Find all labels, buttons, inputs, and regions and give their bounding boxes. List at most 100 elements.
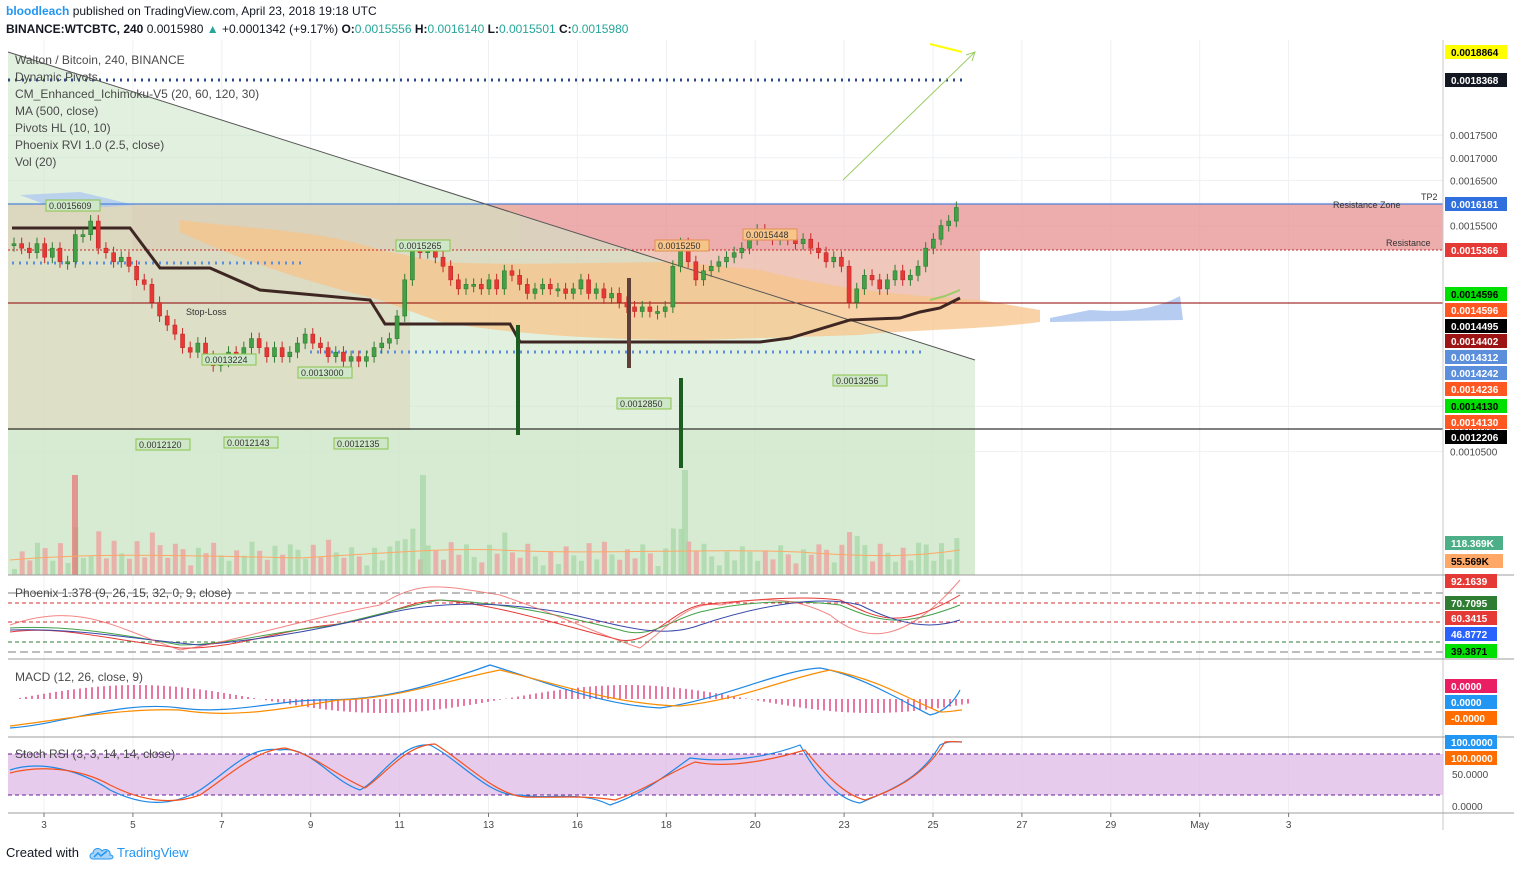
candle-body-122 — [946, 220, 951, 226]
time-axis[interactable]: 3 5 7 9 11 13 16 18 20 23 25 27 29 May 3 — [41, 813, 1292, 831]
candle-body-112 — [869, 275, 875, 281]
time-tick-6: 16 — [572, 820, 584, 831]
pivot-label-10: 0.0012143 — [227, 438, 270, 448]
change-arrow-icon: ▲ — [206, 22, 219, 36]
indicator-6[interactable]: Vol (20) — [15, 155, 56, 169]
time-tick-8: 20 — [750, 820, 762, 831]
volume-bar-79 — [617, 559, 623, 575]
volume-bar-48 — [379, 560, 385, 575]
volume-bar-88 — [686, 541, 692, 575]
volume-bar-83 — [647, 553, 653, 575]
pivot-label-8: 0.0013256 — [836, 376, 879, 386]
pivot-label-6: 0.0013000 — [301, 368, 344, 378]
indicator-2[interactable]: CM_Enhanced_Ichimoku-V5 (20, 60, 120, 30… — [15, 87, 259, 101]
candle-body-43 — [341, 351, 346, 362]
macd-tag-2: -0.0000 — [1451, 714, 1485, 725]
volume-ma-line — [9, 548, 961, 561]
phoenix-tag-0: 92.1639 — [1451, 577, 1488, 588]
time-tick-9: 23 — [839, 820, 851, 831]
candle-body-89 — [693, 261, 699, 281]
candle-body-8 — [72, 234, 78, 263]
volume-bar-30 — [241, 555, 247, 575]
macd-tag-bg-2 — [1445, 711, 1497, 725]
volume-bar-45 — [356, 556, 362, 575]
volume-bar-107 — [831, 562, 837, 575]
down-trend-line — [7, 51, 976, 361]
volume-bar-69 — [540, 565, 546, 575]
volume-bar-43 — [341, 557, 347, 575]
indicator-1[interactable]: Dynamic Pivots — [15, 70, 98, 84]
author-name[interactable]: bloodleach — [6, 4, 70, 18]
volume-bar-46 — [364, 565, 370, 575]
volume-bar-28 — [226, 560, 232, 575]
price-tick-8: 0.0010500 — [1450, 448, 1498, 459]
phoenix-tag-bg-0 — [1445, 574, 1497, 588]
volume-bar-62 — [487, 544, 492, 575]
volume-bar-13 — [111, 540, 117, 575]
macd-tag-bg-1 — [1445, 695, 1497, 709]
volume-bar-3 — [34, 542, 40, 575]
volume-bar-57 — [448, 542, 454, 575]
phoenix-title[interactable]: Phoenix 1.378 (9, 26, 15, 32, 0, 9, clos… — [15, 586, 231, 600]
phoenix-tag-3: 46.8772 — [1451, 630, 1488, 641]
pivot-label-7: 0.0012850 — [620, 399, 663, 409]
indicator-5[interactable]: Phoenix RVI 1.0 (2.5, close) — [15, 138, 164, 152]
volume-bar-31 — [249, 541, 255, 575]
volume-bar-102 — [793, 563, 799, 575]
chart-title[interactable]: Walton / Bitcoin, 240, BINANCE — [15, 53, 185, 67]
candle-body-106 — [823, 252, 829, 263]
volume-bar-59 — [464, 544, 470, 575]
volume-bar-21 — [172, 543, 178, 575]
macd-tag-0: 0.0000 — [1451, 682, 1482, 693]
level-tag-bg-6 — [1445, 319, 1507, 333]
volume-bar-23 — [188, 565, 194, 575]
volume-bar-14 — [119, 553, 125, 575]
indicator-3[interactable]: MA (500, close) — [15, 104, 98, 118]
volume-bar-32 — [257, 550, 263, 575]
stop-loss-label: Stop-Loss — [186, 307, 227, 317]
candle-body-39 — [310, 333, 316, 344]
candle-body-5 — [50, 247, 55, 258]
created-with-text: Created with — [6, 845, 79, 860]
macd-title[interactable]: MACD (12, 26, close, 9) — [15, 670, 143, 684]
high-label: H: — [414, 22, 428, 36]
pivot-labels: 0.0015609 0.0015265 0.0015250 0.0015448 … — [45, 199, 888, 451]
tradingview-link[interactable]: TradingView — [117, 845, 189, 860]
indicator-4[interactable]: Pivots HL (10, 10) — [15, 121, 111, 135]
volume-bar-26 — [211, 542, 217, 575]
phoenix-tag-2: 60.3415 — [1451, 614, 1488, 625]
candle-body-110 — [854, 288, 860, 303]
volume-bar-100 — [778, 545, 784, 575]
candle-body-45 — [356, 356, 362, 362]
volume-bar-89 — [693, 550, 699, 575]
volume-bar-103 — [801, 549, 807, 575]
volume-bar-34 — [272, 545, 278, 575]
candle-body-74 — [578, 279, 584, 290]
level-tag-5: 0.0014596 — [1451, 306, 1499, 317]
candle-body-91 — [708, 265, 714, 272]
stoch-tag-1: 100.0000 — [1451, 754, 1493, 765]
level-tag-bg-1 — [1445, 73, 1507, 87]
candle-body-66 — [517, 275, 522, 285]
chart-canvas[interactable]: 0.0015609 0.0015265 0.0015250 0.0015448 … — [0, 40, 1514, 840]
candle-body-72 — [563, 288, 568, 294]
candle-body-118 — [915, 265, 921, 276]
low-label: L: — [487, 22, 499, 36]
pivot-label-4: 0.0015448 — [746, 230, 789, 240]
candle-body-17 — [141, 279, 147, 285]
candle-body-75 — [586, 279, 591, 294]
phoenix-tag-bg-1 — [1445, 596, 1497, 610]
tradingview-cloud-icon[interactable] — [88, 843, 114, 863]
phoenix-tag-bg-2 — [1445, 611, 1497, 625]
candle-body-117 — [908, 275, 913, 281]
candle-body-85 — [662, 306, 668, 312]
candle-body-107 — [831, 256, 837, 263]
time-tick-10: 25 — [927, 820, 939, 831]
symbol-name[interactable]: BINANCE:WTCBTC, 240 — [6, 22, 144, 36]
projection-arrow-head — [965, 51, 976, 62]
volume-spike-2 — [682, 470, 688, 575]
candle-body-40 — [318, 342, 323, 348]
stoch-rsi-title[interactable]: Stoch RSI (3, 3, 14, 14, close) — [15, 747, 175, 761]
last-price: 0.0015980 — [146, 22, 204, 36]
volume-bar-47 — [372, 547, 378, 575]
